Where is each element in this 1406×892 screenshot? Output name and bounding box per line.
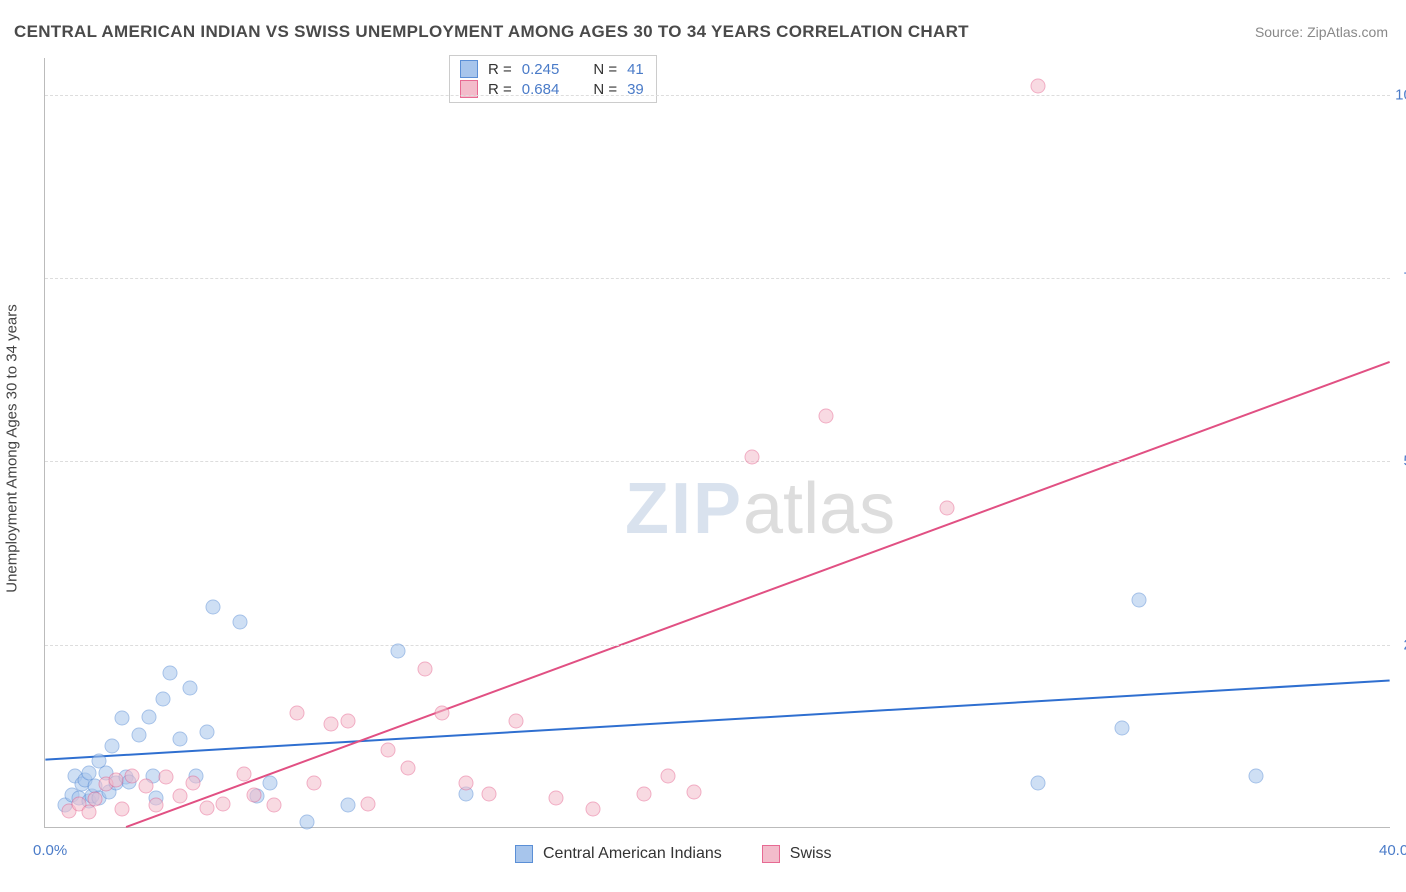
y-tick-label: 50.0% xyxy=(1392,453,1406,470)
data-point xyxy=(81,805,96,820)
swatch-blue xyxy=(460,60,478,78)
data-point xyxy=(246,787,261,802)
data-point xyxy=(138,778,153,793)
data-point xyxy=(233,614,248,629)
plot-area: ZIPatlas R = 0.245 N = 41 R = 0.684 N = … xyxy=(44,58,1390,828)
y-tick-label: 75.0% xyxy=(1392,270,1406,287)
data-point xyxy=(361,796,376,811)
trend-line xyxy=(126,362,1390,827)
data-point xyxy=(199,800,214,815)
data-point xyxy=(340,713,355,728)
data-point xyxy=(418,662,433,677)
data-point xyxy=(687,784,702,799)
y-tick-label: 100.0% xyxy=(1392,86,1406,103)
x-tick-label: 0.0% xyxy=(33,842,67,859)
legend-label-pink: Swiss xyxy=(790,845,832,863)
data-point xyxy=(263,776,278,791)
data-point xyxy=(1131,592,1146,607)
data-point xyxy=(340,798,355,813)
x-tick-label: 40.0% xyxy=(1379,842,1406,859)
n-label: N = xyxy=(593,61,617,78)
data-point xyxy=(162,666,177,681)
grid-line xyxy=(45,278,1390,279)
r-label: R = xyxy=(488,61,512,78)
data-point xyxy=(172,732,187,747)
stats-row-blue: R = 0.245 N = 41 xyxy=(460,59,644,79)
legend-item-pink: Swiss xyxy=(762,845,832,863)
data-point xyxy=(125,768,140,783)
data-point xyxy=(115,711,130,726)
chart-title: CENTRAL AMERICAN INDIAN VS SWISS UNEMPLO… xyxy=(14,22,969,42)
legend-label-blue: Central American Indians xyxy=(543,845,722,863)
r-val-blue: 0.245 xyxy=(522,61,560,78)
data-point xyxy=(307,776,322,791)
data-point xyxy=(266,798,281,813)
data-point xyxy=(586,801,601,816)
data-point xyxy=(159,770,174,785)
data-point xyxy=(236,767,251,782)
data-point xyxy=(381,743,396,758)
trend-line xyxy=(45,681,1389,760)
data-point xyxy=(324,717,339,732)
stats-box: R = 0.245 N = 41 R = 0.684 N = 39 xyxy=(449,55,657,103)
data-point xyxy=(939,501,954,516)
data-point xyxy=(182,680,197,695)
data-point xyxy=(1249,768,1264,783)
n-val-blue: 41 xyxy=(627,61,644,78)
data-point xyxy=(636,787,651,802)
y-tick-label: 25.0% xyxy=(1392,636,1406,653)
data-point xyxy=(300,814,315,829)
data-point xyxy=(88,792,103,807)
source-label: Source: ZipAtlas.com xyxy=(1255,24,1388,40)
correlation-chart: CENTRAL AMERICAN INDIAN VS SWISS UNEMPLO… xyxy=(0,0,1406,892)
data-point xyxy=(132,728,147,743)
data-point xyxy=(818,409,833,424)
data-point xyxy=(401,761,416,776)
data-point xyxy=(744,449,759,464)
legend: Central American Indians Swiss xyxy=(515,845,832,863)
data-point xyxy=(155,691,170,706)
legend-swatch-pink xyxy=(762,845,780,863)
stats-row-pink: R = 0.684 N = 39 xyxy=(460,79,644,99)
data-point xyxy=(105,739,120,754)
data-point xyxy=(142,710,157,725)
data-point xyxy=(216,796,231,811)
data-point xyxy=(1114,721,1129,736)
legend-swatch-blue xyxy=(515,845,533,863)
data-point xyxy=(149,798,164,813)
data-point xyxy=(1030,776,1045,791)
data-point xyxy=(172,789,187,804)
data-point xyxy=(435,706,450,721)
data-point xyxy=(458,776,473,791)
data-point xyxy=(391,644,406,659)
data-point xyxy=(482,787,497,802)
grid-line xyxy=(45,645,1390,646)
data-point xyxy=(549,790,564,805)
data-point xyxy=(186,776,201,791)
data-point xyxy=(108,773,123,788)
legend-item-blue: Central American Indians xyxy=(515,845,722,863)
trend-lines xyxy=(45,58,1390,827)
data-point xyxy=(290,706,305,721)
data-point xyxy=(660,768,675,783)
grid-line xyxy=(45,95,1390,96)
data-point xyxy=(199,724,214,739)
grid-line xyxy=(45,461,1390,462)
data-point xyxy=(1030,79,1045,94)
y-axis-title: Unemployment Among Ages 30 to 34 years xyxy=(4,304,21,593)
data-point xyxy=(115,802,130,817)
data-point xyxy=(509,713,524,728)
data-point xyxy=(206,600,221,615)
